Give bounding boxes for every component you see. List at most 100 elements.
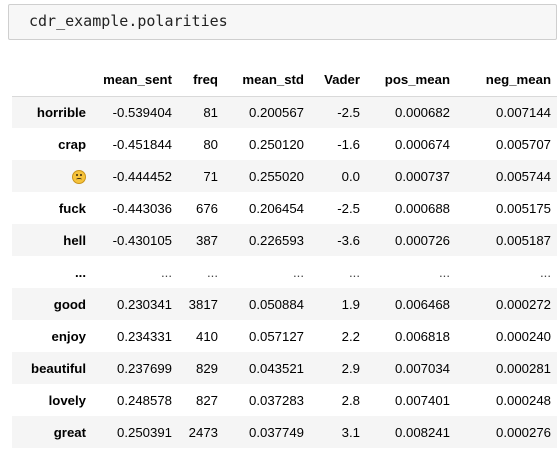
cell-mean_std: 0.043521 <box>248 360 304 376</box>
cell-mean_sent: -0.444452 <box>112 168 172 184</box>
cell-mean_std: 0.037749 <box>248 424 304 440</box>
cell-vader: 0.0 <box>341 168 360 184</box>
cell-vader: 3.1 <box>341 424 360 440</box>
cell-mean_sent: 0.237699 <box>116 360 172 376</box>
table-row: fuck -0.443036 676 0.206454 -2.5 0.000688 0.00… <box>12 192 557 224</box>
cell-neg_mean: 0.000248 <box>495 392 551 408</box>
column-header: pos_mean <box>366 66 456 97</box>
cell-neg_mean: 0.005707 <box>495 136 551 152</box>
table-row: horrible -0.539404 81 0.200567 -2.5 0.000682 0… <box>12 96 557 128</box>
cell-neg_mean: 0.000240 <box>495 328 551 344</box>
cell-pos_mean: 0.006468 <box>394 296 450 312</box>
cell-mean_std: 0.057127 <box>248 328 304 344</box>
column-header: mean_std <box>224 66 310 97</box>
cell-freq: 3817 <box>188 296 218 312</box>
cell-mean_sent: -0.430105 <box>112 232 172 248</box>
cell-mean_std: 0.206454 <box>248 200 304 216</box>
output-area: mean_sent freq mean_std Vader pos_mean n… <box>12 66 557 448</box>
index-header <box>12 66 92 97</box>
cell-pos_mean: 0.000682 <box>394 104 450 120</box>
column-header: Vader <box>310 66 366 97</box>
row-index: great <box>53 424 86 440</box>
cell-mean_std: 0.226593 <box>248 232 304 248</box>
cell-vader: 2.2 <box>341 328 360 344</box>
cell-pos_mean: 0.000674 <box>394 136 450 152</box>
cell-freq: 827 <box>195 392 218 408</box>
row-index: beautiful <box>31 360 86 376</box>
cell-neg_mean: 0.005744 <box>495 168 551 184</box>
cell-neg_mean: 0.005187 <box>495 232 551 248</box>
cell-vader: ... <box>349 264 360 280</box>
cell-mean_sent: 0.230341 <box>116 296 172 312</box>
cell-vader: -1.6 <box>337 136 360 152</box>
cell-mean_sent: 0.250391 <box>116 424 172 440</box>
cell-mean_std: ... <box>293 264 304 280</box>
cell-mean_std: 0.200567 <box>248 104 304 120</box>
cell-vader: -2.5 <box>337 104 360 120</box>
table-body: horrible -0.539404 81 0.200567 -2.5 0.000682 0… <box>12 96 557 448</box>
cell-mean_std: 0.255020 <box>248 168 304 184</box>
cell-pos_mean: 0.007034 <box>394 360 450 376</box>
cell-vader: -2.5 <box>337 200 360 216</box>
row-index: fuck <box>58 200 86 216</box>
row-index: crap <box>58 136 86 152</box>
cell-freq: 829 <box>195 360 218 376</box>
cell-mean_sent: 0.234331 <box>116 328 172 344</box>
cell-mean_sent: -0.539404 <box>112 104 172 120</box>
row-index <box>12 160 92 192</box>
cell-neg_mean: 0.000272 <box>495 296 551 312</box>
column-header: neg_mean <box>456 66 557 97</box>
column-header: freq <box>178 66 224 97</box>
row-index: enjoy <box>51 328 86 344</box>
code-input-cell[interactable]: cdr_example.polarities <box>8 4 557 40</box>
table-row: hell -0.430105 387 0.226593 -3.6 0.000726 0.00… <box>12 224 557 256</box>
code-text: cdr_example.polarities <box>29 12 228 30</box>
cell-freq: 387 <box>195 232 218 248</box>
cell-freq: 410 <box>195 328 218 344</box>
cell-vader: -3.6 <box>337 232 360 248</box>
column-header: mean_sent <box>92 66 178 97</box>
cell-mean_sent: -0.443036 <box>112 200 172 216</box>
cell-vader: 1.9 <box>341 296 360 312</box>
table-row: enjoy 0.234331 410 0.057127 2.2 0.006818 0.000… <box>12 320 557 352</box>
cell-neg_mean: 0.007144 <box>495 104 551 120</box>
cell-freq: 80 <box>203 136 218 152</box>
cell-mean_std: 0.250120 <box>248 136 304 152</box>
cell-pos_mean: 0.006818 <box>394 328 450 344</box>
row-index: hell <box>63 232 86 248</box>
header-row: mean_sent freq mean_std Vader pos_mean n… <box>12 66 557 97</box>
table-row: ..................... <box>12 256 557 288</box>
cell-mean_std: 0.050884 <box>248 296 304 312</box>
cell-neg_mean: 0.000276 <box>495 424 551 440</box>
table-row: beautiful 0.237699 829 0.043521 2.9 0.007034 0… <box>12 352 557 384</box>
row-index: ... <box>75 264 86 280</box>
row-index: horrible <box>36 104 86 120</box>
cell-neg_mean: 0.005175 <box>495 200 551 216</box>
cell-pos_mean: 0.000737 <box>394 168 450 184</box>
table-row: lovely 0.248578 827 0.037283 2.8 0.007401 0.00… <box>12 384 557 416</box>
cell-pos_mean: 0.000726 <box>394 232 450 248</box>
table-row: great 0.250391 2473 0.037749 3.1 0.008241 0.00… <box>12 416 557 448</box>
cell-pos_mean: 0.008241 <box>394 424 450 440</box>
row-index: good <box>53 296 86 312</box>
table-row: crap -0.451844 80 0.250120 -1.6 0.000674 0.005… <box>12 128 557 160</box>
cell-vader: 2.8 <box>341 392 360 408</box>
cell-freq: 2473 <box>188 424 218 440</box>
frowning-face-icon <box>72 169 86 184</box>
cell-mean_sent: -0.451844 <box>112 136 172 152</box>
table-row: good 0.230341 3817 0.050884 1.9 0.006468 0.000… <box>12 288 557 320</box>
cell-freq: 71 <box>203 168 218 184</box>
cell-neg_mean: 0.000281 <box>495 360 551 376</box>
cell-pos_mean: 0.000688 <box>394 200 450 216</box>
cell-pos_mean: ... <box>439 264 450 280</box>
table-row: -0.444452 71 0.255020 0.0 0.000737 0.005744 <box>12 160 557 192</box>
cell-freq: ... <box>207 264 218 280</box>
cell-pos_mean: 0.007401 <box>394 392 450 408</box>
cell-mean_sent: ... <box>161 264 172 280</box>
row-index: lovely <box>48 392 86 408</box>
cell-neg_mean: ... <box>540 264 551 280</box>
dataframe-table: mean_sent freq mean_std Vader pos_mean n… <box>12 66 557 448</box>
cell-vader: 2.9 <box>341 360 360 376</box>
cell-mean_std: 0.037283 <box>248 392 304 408</box>
cell-freq: 676 <box>195 200 218 216</box>
